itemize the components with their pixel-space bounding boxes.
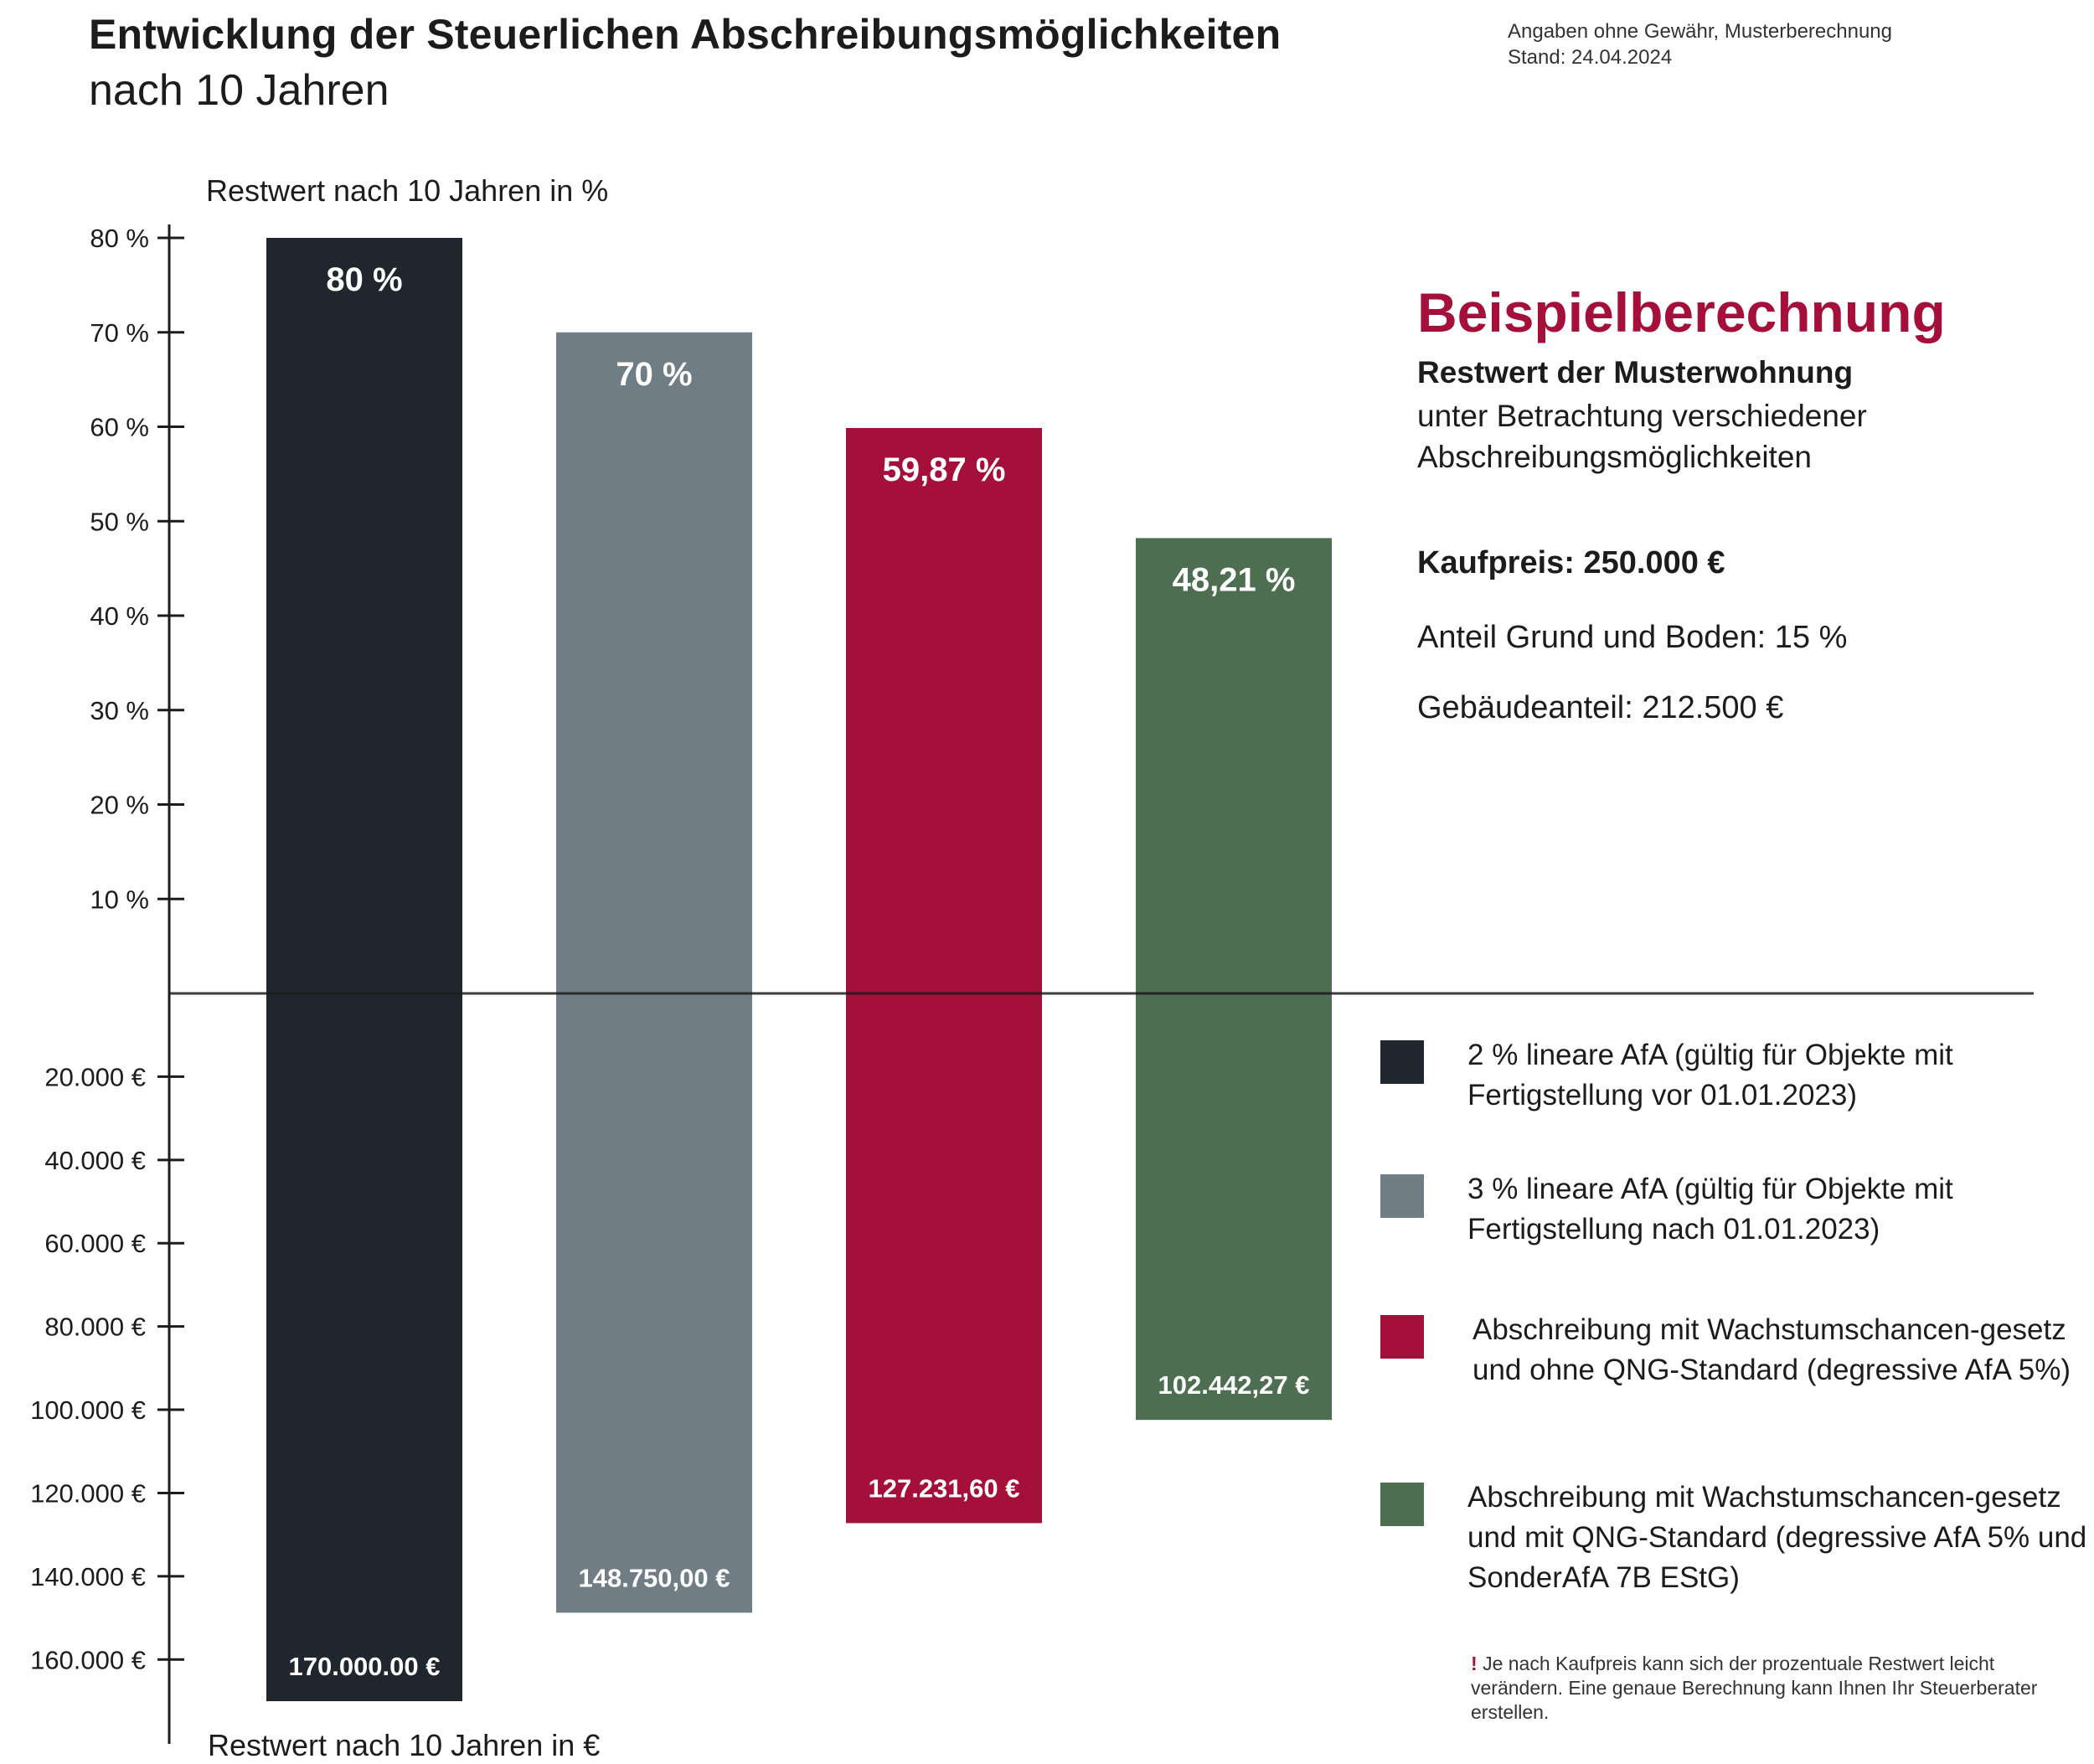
- land-share: Anteil Grund und Boden: 15 %: [1417, 620, 1848, 655]
- footnote: ! Je nach Kaufpreis kann sich der prozen…: [1471, 1652, 2057, 1725]
- legend-label: Abschreibung mit Wachstumschancen-gesetz…: [1467, 1481, 2087, 1594]
- chart-title: Entwicklung der Steuerlichen Abschreibun…: [89, 11, 1282, 58]
- legend-label: 3 % lineare AfA (gültig für Objekte mit …: [1467, 1173, 1953, 1246]
- y-tick-label-euro: 140.000 €: [30, 1562, 146, 1591]
- bar-euro: [266, 993, 462, 1701]
- building-share: Gebäudeanteil: 212.500 €: [1417, 690, 1784, 725]
- bar-euro: [846, 993, 1042, 1524]
- y-tick-label-euro: 20.000 €: [44, 1062, 146, 1091]
- info-heading: Beispielberechnung: [1417, 281, 1946, 343]
- bar-percent: [556, 332, 752, 993]
- info-subheading: Restwert der Musterwohnung: [1417, 355, 1854, 389]
- y-tick-label-euro: 40.000 €: [44, 1146, 146, 1175]
- y-tick-label-euro: 80.000 €: [44, 1313, 146, 1342]
- upper-axis-label: Restwert nach 10 Jahren in %: [206, 173, 608, 208]
- y-tick-label-euro: 100.000 €: [30, 1395, 146, 1425]
- legend-label: Abschreibung mit Wachstumschancen-gesetz…: [1473, 1313, 2071, 1386]
- data-label-euro: 170.000.00 €: [288, 1652, 440, 1681]
- y-tick-label-euro: 160.000 €: [30, 1645, 146, 1674]
- legend-swatch: [1380, 1174, 1424, 1218]
- y-tick-label-percent: 10 %: [90, 885, 149, 914]
- y-tick-label-euro: 60.000 €: [44, 1229, 146, 1258]
- bar-percent: [1136, 538, 1332, 993]
- y-tick-label-percent: 50 %: [90, 507, 149, 536]
- legend-swatch: [1380, 1483, 1424, 1526]
- info-description: unter Betrachtung verschiedener Abschrei…: [1417, 399, 1867, 474]
- legend-label: 2 % lineare AfA (gültig für Objekte mit …: [1467, 1039, 1953, 1112]
- bar-percent: [846, 427, 1042, 993]
- y-tick-label-percent: 60 %: [90, 413, 149, 442]
- bar-percent: [266, 238, 462, 993]
- y-tick-label-percent: 40 %: [90, 601, 149, 631]
- data-label-euro: 148.750,00 €: [578, 1563, 730, 1592]
- legend-swatch: [1380, 1040, 1424, 1084]
- bar-euro: [1136, 993, 1332, 1421]
- footnote-text: Je nach Kaufpreis kann sich der prozentu…: [1471, 1653, 2038, 1723]
- data-label-percent: 59,87 %: [883, 451, 1006, 488]
- data-label-euro: 127.231,60 €: [868, 1473, 1019, 1503]
- disclaimer-text: Angaben ohne Gewähr, Musterberechnung St…: [1508, 20, 1892, 69]
- y-tick-label-percent: 70 %: [90, 318, 149, 348]
- y-tick-label-percent: 20 %: [90, 791, 149, 820]
- data-label-percent: 48,21 %: [1173, 561, 1296, 598]
- y-tick-label-euro: 120.000 €: [30, 1478, 146, 1508]
- chart-subtitle: nach 10 Jahren: [89, 66, 389, 115]
- data-label-percent: 80 %: [326, 261, 402, 298]
- legend-swatch: [1380, 1315, 1424, 1359]
- purchase-price: Kaufpreis: 250.000 €: [1417, 545, 1725, 580]
- warning-icon: !: [1471, 1653, 1478, 1674]
- data-label-euro: 102.442,27 €: [1158, 1370, 1309, 1400]
- y-tick-label-percent: 80 %: [90, 224, 149, 253]
- data-label-percent: 70 %: [616, 356, 692, 393]
- lower-axis-label: Restwert nach 10 Jahren in €: [208, 1728, 600, 1762]
- bar-euro: [556, 993, 752, 1613]
- y-tick-label-percent: 30 %: [90, 696, 149, 725]
